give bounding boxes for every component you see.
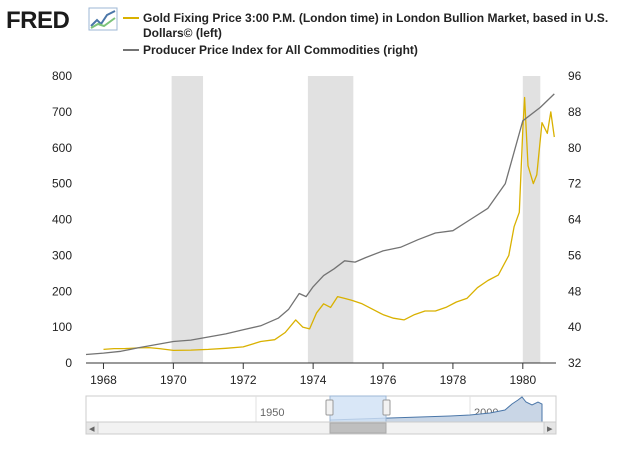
- y-right-tick-label: 32: [568, 356, 582, 370]
- y-right-tick-label: 56: [568, 248, 582, 262]
- navigator-scrollbar-track[interactable]: [85, 421, 557, 435]
- fred-logo-icon: [88, 7, 118, 31]
- recession-band-1: [171, 76, 204, 363]
- y-right-tick-label: 48: [568, 284, 582, 298]
- x-tick-label: 1970: [160, 373, 187, 387]
- y-right-tick-label: 72: [568, 177, 582, 191]
- gold-series-line[interactable]: [103, 96, 555, 352]
- y-right-tick-label: 96: [568, 69, 582, 83]
- navigator-year-1950: 1950: [260, 407, 284, 419]
- scroll-left-arrow-icon: ◂: [89, 423, 95, 435]
- navigator-selection[interactable]: [329, 395, 387, 423]
- x-tick-label: 1980: [509, 373, 536, 387]
- y-left-tick-label: 700: [52, 105, 72, 119]
- recession-band-2: [307, 76, 354, 363]
- range-navigator[interactable]: 1950 2000 ◂ ▸: [85, 395, 557, 435]
- y-left-tick-label: 500: [52, 177, 72, 191]
- fred-logo-text: FRED: [6, 7, 70, 34]
- legend-gold-label-line1: Gold Fixing Price 3:00 P.M. (London time…: [143, 11, 608, 25]
- y-right-tick-label: 64: [568, 213, 582, 227]
- y-left-tick-label: 600: [52, 141, 72, 155]
- y-left-tick-label: 0: [65, 356, 72, 370]
- ppi-series-line[interactable]: [85, 93, 555, 356]
- y-left-tick-label: 200: [52, 284, 72, 298]
- x-tick-label: 1978: [440, 373, 467, 387]
- x-tick-label: 1968: [90, 373, 117, 387]
- navigator-right-handle[interactable]: [382, 399, 391, 416]
- y-right-tick-label: 88: [568, 105, 582, 119]
- y-left-tick-label: 300: [52, 248, 72, 262]
- y-left-tick-label: 400: [52, 213, 72, 227]
- navigator-scrollbar-thumb[interactable]: [329, 422, 387, 434]
- recession-bands: [171, 76, 541, 363]
- x-tick-label: 1972: [230, 373, 257, 387]
- chart-legend: Gold Fixing Price 3:00 P.M. (London time…: [123, 11, 608, 57]
- y-right-tick-label: 80: [568, 141, 582, 155]
- legend-gold-label-line2: Dollars© (left): [143, 26, 222, 40]
- x-tick-label: 1976: [370, 373, 397, 387]
- scroll-left-button[interactable]: [85, 421, 99, 435]
- x-tick-label: 1974: [300, 373, 327, 387]
- y-left-tick-label: 100: [52, 320, 72, 334]
- series-lines: [85, 93, 555, 356]
- y-left-tick-label: 800: [52, 69, 72, 83]
- legend-ppi-label: Producer Price Index for All Commodities…: [143, 43, 418, 57]
- navigator-left-handle[interactable]: [325, 399, 334, 416]
- axes: 0 100 200 300 400 500 600 700 800 32 40 48 56 64 72 80 8…: [52, 69, 582, 387]
- y-right-tick-label: 40: [568, 320, 582, 334]
- scroll-right-button[interactable]: [543, 421, 557, 435]
- scroll-right-arrow-icon: ▸: [547, 423, 553, 435]
- fred-logo[interactable]: FRED: [6, 7, 118, 34]
